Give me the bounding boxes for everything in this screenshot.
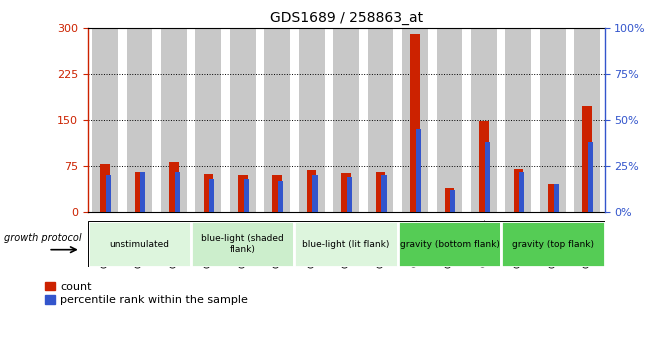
- Bar: [445, 188, 454, 212]
- Bar: [382, 175, 387, 212]
- Bar: [540, 28, 566, 212]
- Bar: [140, 171, 146, 212]
- Bar: [135, 172, 144, 212]
- Bar: [203, 174, 213, 212]
- Bar: [376, 172, 385, 212]
- Bar: [548, 185, 558, 212]
- Bar: [313, 175, 318, 212]
- Bar: [230, 28, 255, 212]
- Bar: [485, 142, 490, 212]
- Bar: [265, 28, 290, 212]
- Legend: count, percentile rank within the sample: count, percentile rank within the sample: [45, 282, 248, 305]
- Bar: [106, 175, 111, 212]
- Bar: [582, 106, 592, 212]
- Bar: [575, 28, 600, 212]
- Bar: [514, 169, 523, 212]
- Bar: [191, 221, 294, 267]
- Text: unstimulated: unstimulated: [109, 239, 170, 249]
- Bar: [88, 221, 191, 267]
- Title: GDS1689 / 258863_at: GDS1689 / 258863_at: [270, 11, 422, 25]
- Bar: [471, 28, 497, 212]
- Bar: [588, 142, 593, 212]
- Bar: [127, 28, 152, 212]
- Bar: [244, 179, 249, 212]
- Text: gravity (bottom flank): gravity (bottom flank): [400, 239, 499, 249]
- Bar: [506, 28, 531, 212]
- Bar: [554, 185, 559, 212]
- Bar: [333, 28, 359, 212]
- Bar: [169, 162, 179, 212]
- Bar: [347, 177, 352, 212]
- Text: blue-light (shaded
flank): blue-light (shaded flank): [202, 234, 284, 254]
- Text: gravity (top flank): gravity (top flank): [512, 239, 594, 249]
- Bar: [209, 179, 215, 212]
- Bar: [161, 28, 187, 212]
- Bar: [416, 129, 421, 212]
- Bar: [519, 171, 525, 212]
- Bar: [238, 175, 248, 212]
- Bar: [92, 28, 118, 212]
- Bar: [402, 28, 428, 212]
- Bar: [307, 170, 317, 212]
- Bar: [175, 171, 180, 212]
- Bar: [410, 34, 420, 212]
- Text: growth protocol: growth protocol: [3, 234, 81, 244]
- Bar: [398, 221, 501, 267]
- Bar: [100, 164, 110, 212]
- Bar: [437, 28, 462, 212]
- Bar: [294, 221, 398, 267]
- Bar: [368, 28, 393, 212]
- Bar: [299, 28, 324, 212]
- Bar: [479, 121, 489, 212]
- Bar: [450, 190, 456, 212]
- Text: blue-light (lit flank): blue-light (lit flank): [302, 239, 390, 249]
- Bar: [196, 28, 221, 212]
- Bar: [278, 181, 283, 212]
- Bar: [272, 175, 282, 212]
- Bar: [501, 221, 604, 267]
- Bar: [341, 174, 351, 212]
